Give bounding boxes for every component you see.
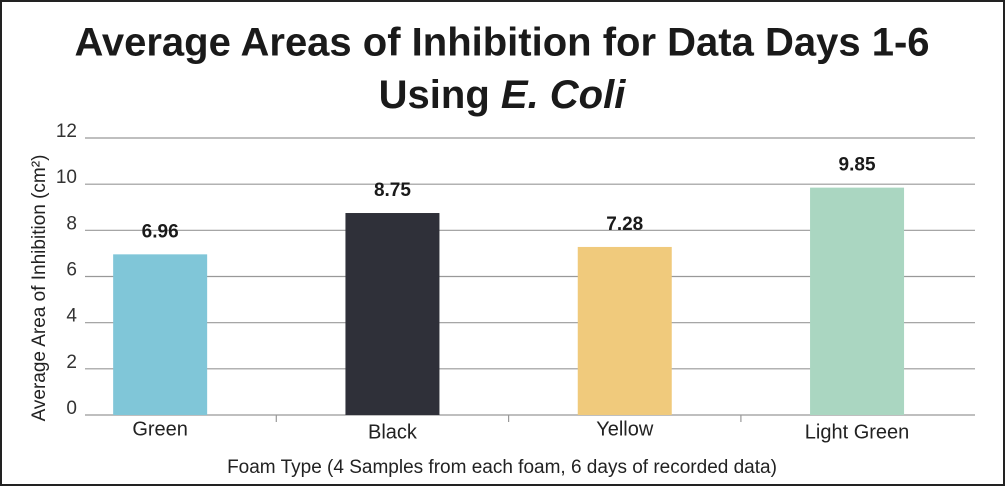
x-tick-label: Light Green bbox=[805, 421, 910, 443]
x-axis-title: Foam Type (4 Samples from each foam, 6 d… bbox=[227, 457, 777, 478]
y-tick-label: 12 bbox=[56, 121, 77, 142]
y-tick-label: 10 bbox=[56, 167, 77, 188]
data-label: 9.85 bbox=[839, 155, 876, 176]
data-label: 6.96 bbox=[142, 221, 179, 242]
title-text: Using bbox=[379, 73, 490, 117]
y-axis-title: Average Area of Inhibition (cm²) bbox=[29, 155, 50, 422]
bar bbox=[345, 213, 440, 415]
data-label: 7.28 bbox=[606, 214, 643, 235]
title-italic: E. Coli bbox=[501, 73, 626, 117]
x-tick-label: Yellow bbox=[596, 418, 654, 440]
x-tick-label: Green bbox=[132, 418, 188, 440]
bar bbox=[577, 246, 672, 415]
y-tick-label: 2 bbox=[66, 352, 77, 373]
bar bbox=[113, 254, 208, 415]
y-tick-label: 4 bbox=[66, 306, 77, 327]
y-tick-label: 0 bbox=[66, 398, 77, 419]
x-tick-label: Black bbox=[368, 421, 418, 443]
y-tick-label: 6 bbox=[66, 260, 77, 281]
data-label: 8.75 bbox=[374, 180, 411, 201]
chart-title: Average Areas of Inhibition for Data Day… bbox=[74, 21, 929, 65]
y-tick-label: 8 bbox=[66, 213, 77, 234]
chart-title-line2: Using E. Coli bbox=[379, 73, 627, 117]
bar bbox=[810, 187, 905, 415]
